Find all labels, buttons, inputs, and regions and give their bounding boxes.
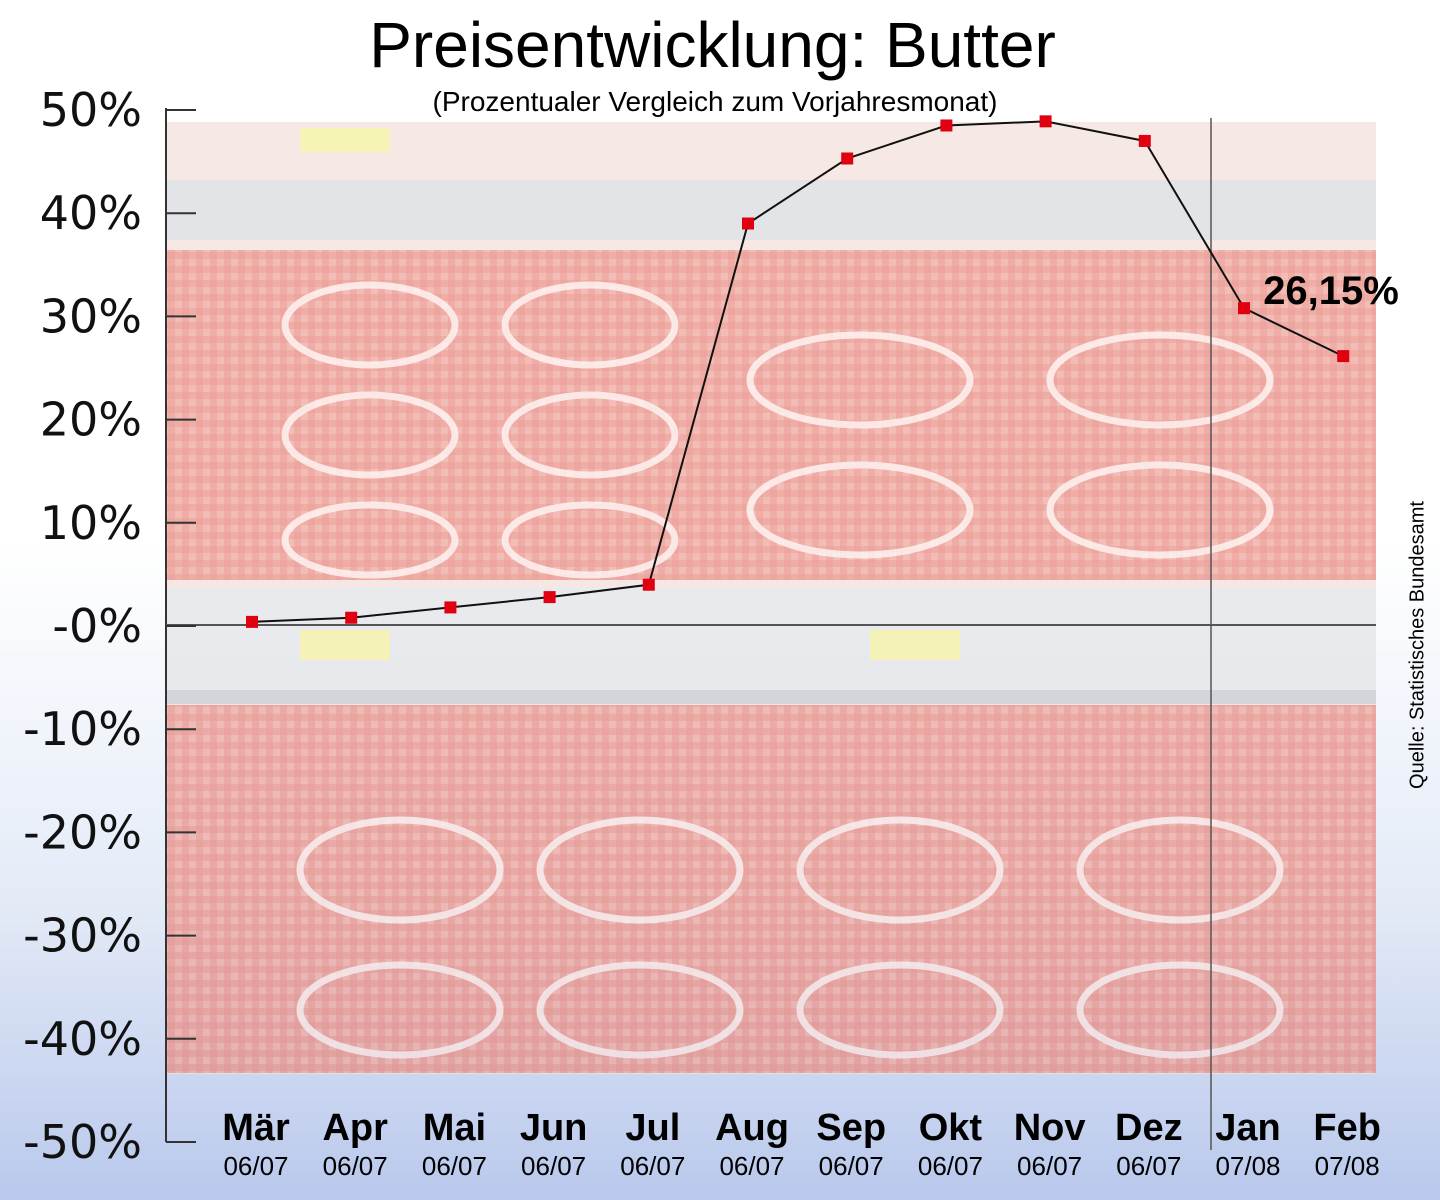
- y-tick-label: -0%: [52, 599, 142, 653]
- x-month-label: Mär: [222, 1107, 290, 1149]
- x-year-label: 06/07: [422, 1151, 487, 1181]
- data-point-marker: [1138, 134, 1151, 147]
- x-year-label: 06/07: [1017, 1151, 1082, 1181]
- x-month-label: Feb: [1313, 1107, 1381, 1149]
- x-year-label: 06/07: [918, 1151, 983, 1181]
- y-tick-label: 20%: [40, 393, 142, 447]
- y-tick-label: -50%: [23, 1115, 142, 1169]
- data-point-marker: [543, 591, 556, 604]
- data-point-marker: [1238, 302, 1250, 315]
- x-month-label: Mai: [423, 1107, 486, 1149]
- x-month-label: Jul: [625, 1107, 680, 1149]
- x-year-label: 06/07: [521, 1151, 586, 1181]
- last-value-annotation: 26,15%: [1263, 269, 1399, 313]
- y-tick-label: 50%: [40, 83, 142, 137]
- data-point-marker: [345, 611, 358, 624]
- y-tick-label: -10%: [23, 702, 142, 756]
- y-tick-label: 40%: [40, 186, 142, 240]
- x-month-label: Sep: [816, 1107, 886, 1149]
- x-year-label: 06/07: [223, 1151, 288, 1181]
- y-tick-label: -30%: [23, 909, 142, 963]
- data-point-marker: [841, 152, 854, 165]
- y-axis-ticks: 50% 40% 30% 20% 10% -0% -10% -20% -30% -40% -50%: [23, 83, 196, 1169]
- x-month-label: Nov: [1014, 1107, 1086, 1149]
- data-point-marker: [1337, 350, 1350, 363]
- data-point-marker: [940, 119, 953, 132]
- x-month-label: Jun: [520, 1107, 588, 1149]
- x-month-label: Okt: [919, 1107, 983, 1149]
- x-month-label: Apr: [322, 1107, 388, 1149]
- y-tick-label: 30%: [40, 289, 142, 343]
- chart-subtitle: (Prozentualer Vergleich zum Vorjahresmon…: [432, 86, 998, 117]
- data-point-marker: [642, 578, 655, 591]
- price-change-series: [246, 115, 1350, 628]
- x-month-label: Aug: [715, 1107, 789, 1149]
- x-year-label: 06/07: [819, 1151, 884, 1181]
- series-line: [251, 120, 1344, 623]
- source-note: Quelle: Statistisches Bundesamt: [1406, 501, 1429, 789]
- x-year-label: 06/07: [1116, 1151, 1181, 1181]
- x-axis-labels: Mär06/07Apr06/07Mai06/07Jun06/07Jul06/07…: [222, 1107, 1381, 1181]
- y-tick-label: -40%: [23, 1012, 142, 1066]
- x-year-label: 06/07: [323, 1151, 388, 1181]
- chart-title: Preisentwicklung: Butter: [369, 9, 1056, 81]
- y-tick-label: 10%: [40, 496, 142, 550]
- data-point-marker: [246, 615, 258, 628]
- x-year-label: 06/07: [719, 1151, 784, 1181]
- x-year-label: 07/08: [1315, 1151, 1380, 1181]
- x-month-label: Dez: [1115, 1107, 1183, 1149]
- butter-shelf-background-image: [166, 122, 1376, 1074]
- x-year-label: 06/07: [620, 1151, 685, 1181]
- data-point-marker: [444, 601, 457, 614]
- y-tick-label: -20%: [23, 805, 142, 859]
- data-point-marker: [1039, 115, 1052, 128]
- x-year-label: 07/08: [1215, 1151, 1280, 1181]
- data-point-marker: [742, 217, 754, 230]
- x-month-label: Jan: [1215, 1107, 1280, 1149]
